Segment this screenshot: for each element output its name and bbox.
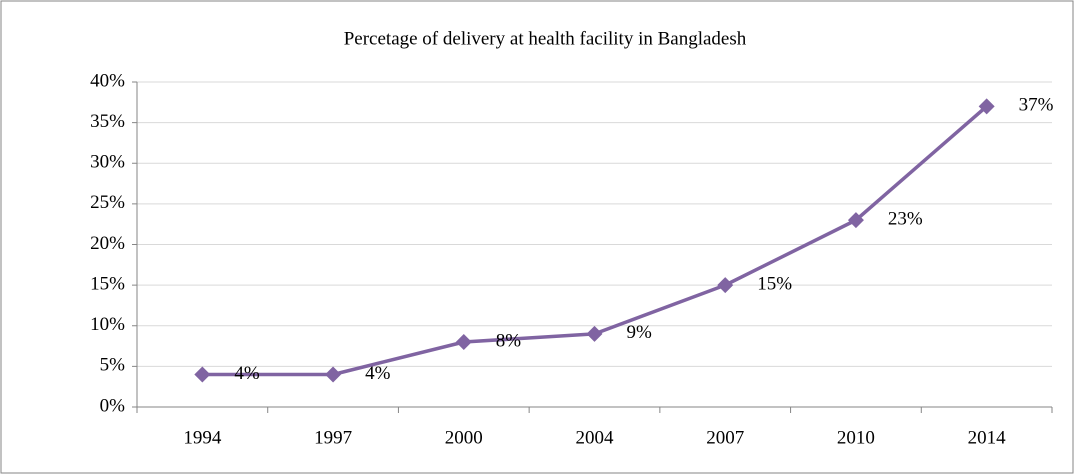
data-point [194,366,211,383]
y-tick-label: 10% [90,314,125,335]
y-tick-label: 35% [90,111,125,132]
data-point [717,277,734,294]
x-tick-label: 2010 [837,427,875,448]
y-tick-label: 0% [100,395,126,416]
y-tick-label: 30% [90,152,125,173]
data-label: 37% [1019,95,1054,116]
data-label: 4% [234,363,260,384]
x-tick-label: 1997 [314,427,352,448]
data-point [325,366,342,383]
x-tick-label: 1994 [183,427,222,448]
x-tick-label: 2014 [968,427,1007,448]
data-label: 4% [365,363,391,384]
x-tick-label: 2000 [445,427,483,448]
data-label: 23% [888,208,923,229]
data-point [455,334,472,350]
y-tick-label: 15% [90,273,125,294]
y-tick-label: 20% [90,233,125,254]
data-label: 8% [496,330,522,351]
data-label: 9% [627,322,653,343]
y-tick-label: 25% [90,192,125,213]
chart-title: Percetage of delivery at health facility… [344,28,747,49]
y-tick-label: 5% [100,355,126,376]
x-tick-label: 2007 [706,427,744,448]
data-point [586,325,603,342]
data-label: 15% [757,273,792,294]
data-point [847,212,864,229]
x-tick-label: 2004 [576,427,615,448]
y-tick-label: 40% [90,70,125,91]
data-point [978,98,995,115]
